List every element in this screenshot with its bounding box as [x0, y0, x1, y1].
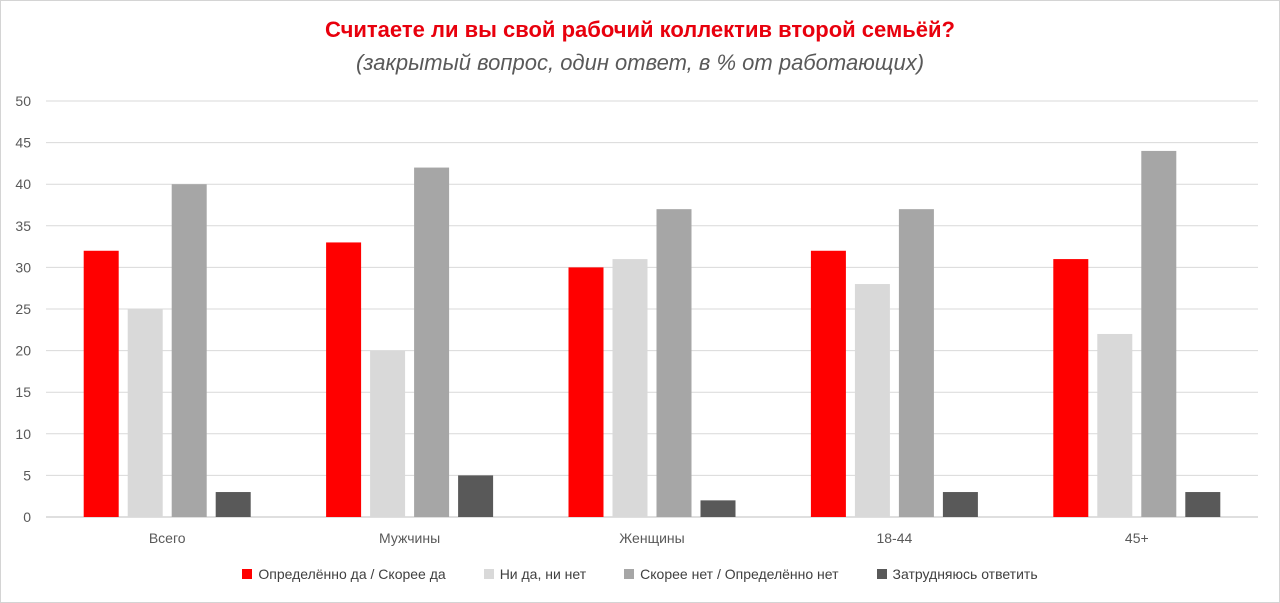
bar [612, 259, 648, 517]
bar [1053, 259, 1089, 517]
bar [83, 250, 119, 517]
y-tick-label: 5 [23, 467, 31, 483]
x-tick-label: 45+ [1125, 530, 1149, 546]
bar [215, 492, 251, 517]
x-tick-label: Всего [149, 530, 186, 546]
legend-item: Затрудняюсь ответить [876, 566, 1038, 582]
y-tick-label: 15 [15, 384, 31, 400]
y-tick-label: 45 [15, 135, 31, 151]
y-tick-label: 50 [15, 93, 31, 109]
legend-item: Скорее нет / Определённо нет [624, 566, 839, 582]
legend-item: Ни да, ни нет [483, 566, 587, 582]
y-axis-labels: 0 5 10 15 20 25 30 35 40 45 50 [15, 93, 31, 525]
bar [458, 475, 494, 517]
bar [414, 167, 450, 517]
bars [83, 150, 1221, 518]
bar [700, 500, 736, 517]
legend-item: Определённо да / Скорее да [242, 566, 446, 582]
y-tick-label: 10 [15, 426, 31, 442]
y-tick-label: 40 [15, 176, 31, 192]
bar [898, 209, 934, 517]
bar [1097, 333, 1133, 517]
y-tick-label: 35 [15, 218, 31, 234]
chart-subtitle: (закрытый вопрос, один ответ, в % от раб… [355, 50, 925, 75]
y-tick-label: 30 [15, 259, 31, 275]
bar [1141, 150, 1177, 518]
bar [568, 267, 604, 517]
legend-label: Определённо да / Скорее да [258, 566, 446, 582]
bar [171, 184, 207, 517]
legend-label: Ни да, ни нет [499, 566, 587, 582]
legend-label: Скорее нет / Определённо нет [640, 566, 839, 582]
legend-label: Затрудняюсь ответить [892, 566, 1038, 582]
y-tick-label: 20 [15, 343, 31, 359]
bar [326, 242, 362, 517]
bar [127, 309, 163, 517]
legend-swatch [876, 569, 887, 579]
legend-swatch [483, 569, 494, 579]
legend: Определённо да / Скорее да Ни да, ни нет С… [0, 566, 1280, 582]
x-tick-label: Женщины [619, 530, 684, 546]
y-tick-label: 25 [15, 301, 31, 317]
chart-title: Считаете ли вы свой рабочий коллектив вт… [325, 17, 955, 42]
bar [942, 492, 978, 517]
legend-swatch [242, 569, 253, 579]
bar [854, 284, 890, 517]
x-tick-label: 18-44 [876, 530, 912, 546]
bar [1185, 492, 1221, 517]
bar [656, 209, 692, 517]
x-tick-label: Мужчины [379, 530, 440, 546]
x-axis-labels: Всего Мужчины Женщины 18-44 45+ [149, 530, 1149, 546]
bar [810, 250, 846, 517]
legend-swatch [624, 569, 635, 579]
bar [370, 350, 406, 517]
y-tick-label: 0 [23, 509, 31, 525]
